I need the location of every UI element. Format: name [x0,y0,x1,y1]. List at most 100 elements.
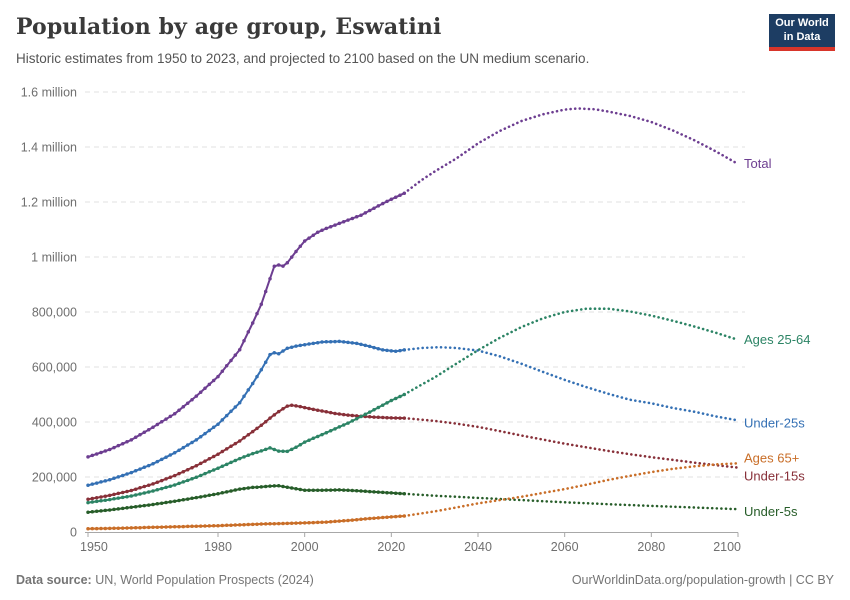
series-marker [337,425,342,429]
y-axis-tick-label: 400,000 [32,416,77,430]
series-marker [99,526,103,531]
series-marker [220,418,225,422]
series-marker [307,521,311,525]
series-markers-total [86,191,407,459]
series-marker [363,343,368,348]
series-marker [216,374,220,379]
series-marker [276,409,281,414]
series-marker [393,491,398,495]
series-marker [185,524,190,529]
series-marker [116,507,121,511]
series-markers-under-25s [86,339,407,488]
series-marker [372,408,376,412]
series-marker [393,349,398,354]
series-marker [259,485,264,489]
series-marker [302,440,307,444]
series-marker [120,441,125,446]
series-marker [99,480,103,484]
series-marker [281,349,285,353]
series-marker [129,494,134,498]
series-marker [107,493,112,498]
series-marker [320,488,324,492]
series-marker [94,481,99,485]
series-marker [298,343,303,348]
series-projection-ages-65-[interactable] [403,462,740,518]
series-label-under-25s[interactable]: Under-25s [744,415,805,430]
series-marker [315,408,320,412]
series-marker [159,478,164,483]
series-total[interactable]: Total [86,107,772,459]
series-marker [298,442,303,447]
series-under-15s[interactable]: Under-15s [86,403,805,502]
series-marker [289,486,294,490]
series-marker [172,412,177,416]
series-marker [190,496,194,501]
series-marker [198,495,203,499]
series-marker [229,358,233,363]
series-marker [103,479,108,483]
series-marker [237,523,242,527]
chart-titles: Population by age group, Eswatini Histor… [16,14,589,66]
series-label-total[interactable]: Total [744,156,772,171]
series-projection-under-5s[interactable] [403,492,740,511]
series-projection-total[interactable] [403,107,740,195]
series-marker [233,488,238,492]
credit-link[interactable]: OurWorldinData.org/population-growth | C… [571,573,834,587]
series-ages-65-[interactable]: Ages 65+ [86,450,799,531]
series-marker [103,498,108,502]
series-projection-under-25s[interactable] [403,345,740,422]
series-marker [229,523,233,527]
series-label-ages-25-64[interactable]: Ages 25-64 [744,332,811,347]
series-markers-under-5s [86,484,407,514]
series-marker [190,524,194,529]
x-axis-tick-label: 2060 [551,540,579,554]
series-marker [341,220,346,224]
series-label-ages-65-[interactable]: Ages 65+ [744,450,799,465]
series-marker [86,455,90,459]
series-marker [133,504,138,509]
series-marker [320,520,324,525]
series-marker [250,429,255,434]
data-source-note: Data source: UN, World Population Prospe… [16,573,314,587]
series-marker [255,374,259,379]
series-marker [211,492,216,497]
series-marker [229,409,233,414]
series-marker [385,490,389,495]
series-marker [250,321,255,325]
series-marker [194,438,199,442]
series-marker [380,348,385,352]
series-marker [246,388,251,392]
series-ages-25-64[interactable]: Ages 25-64 [86,307,811,505]
series-marker [177,524,181,529]
series-marker [203,471,207,476]
series-line-ages-65-[interactable] [87,515,405,530]
series-marker [133,435,138,440]
series-projection-under-15s[interactable] [403,416,740,469]
series-under-5s[interactable]: Under-5s [86,484,798,519]
series-marker [246,522,251,527]
series-under-25s[interactable]: Under-25s [86,339,805,488]
series-marker [333,427,337,431]
series-label-under-5s[interactable]: Under-5s [744,504,798,519]
series-marker [242,436,246,440]
series-marker [341,412,346,417]
series-marker [263,419,268,424]
series-marker [190,397,194,402]
series-label-under-15s[interactable]: Under-15s [744,469,805,484]
series-marker [233,441,238,446]
series-marker [155,488,160,492]
series-marker [203,459,207,463]
series-line-ages-25-64[interactable] [87,393,405,504]
series-marker [107,526,112,531]
series-marker [155,422,160,427]
series-marker [164,500,168,505]
series-marker [146,428,151,432]
series-marker [125,489,129,494]
series-line-under-25s[interactable] [87,340,405,487]
owid-logo[interactable]: Our World in Data [769,14,835,51]
series-marker [372,415,376,419]
series-marker [272,447,277,452]
series-marker [350,518,355,522]
series-projection-ages-25-64[interactable] [403,307,740,396]
